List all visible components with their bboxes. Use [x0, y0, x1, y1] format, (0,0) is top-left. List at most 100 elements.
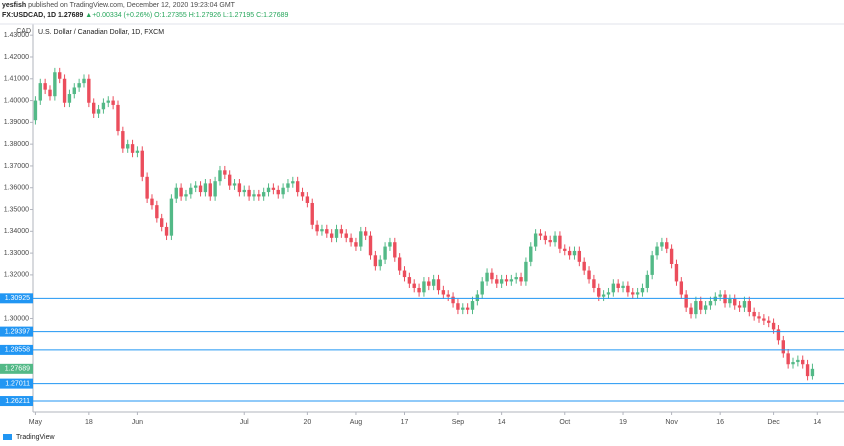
candle-body	[776, 329, 781, 341]
candle-body	[373, 255, 378, 267]
candle-body	[762, 318, 766, 321]
candle-body	[266, 187, 271, 193]
candle-body	[669, 248, 674, 264]
candle-body	[582, 261, 586, 271]
x-tick-label: Oct	[559, 419, 570, 426]
candle-body	[699, 301, 703, 310]
level-label: 1.28558	[5, 347, 30, 354]
candle-body	[563, 248, 567, 251]
candle-body	[587, 270, 591, 280]
candle-body	[130, 144, 135, 153]
candle-body	[689, 307, 693, 315]
candle-body	[184, 194, 188, 197]
candle-body	[519, 277, 523, 282]
candle-body	[261, 192, 266, 197]
x-tick-label: Jun	[132, 419, 143, 426]
candle-body	[703, 305, 708, 310]
last-price-label: 1.27689	[5, 366, 30, 373]
candle-body	[329, 233, 334, 238]
candle-body	[665, 242, 669, 249]
candle-body	[742, 301, 747, 308]
x-tick-label: Nov	[665, 419, 678, 426]
y-tick-label: 1.39000	[4, 119, 29, 126]
candle-body	[548, 240, 552, 243]
candle-body	[359, 231, 363, 247]
candle-body	[810, 368, 815, 377]
candle-body	[771, 322, 776, 330]
candle-body	[524, 261, 528, 282]
candle-body	[422, 281, 426, 293]
candle-body	[53, 72, 57, 97]
candle-body	[577, 250, 582, 262]
x-tick-label: 17	[401, 419, 409, 426]
level-label: 1.26211	[5, 398, 30, 405]
candle-body	[383, 246, 387, 260]
candle-body	[592, 279, 596, 288]
candle-body	[485, 272, 489, 282]
ohlc: O:1.27355 H:1.27926 L:1.27195 C:1.27689	[154, 12, 288, 19]
candle-body	[465, 307, 470, 310]
candle-body	[723, 294, 727, 304]
candle-body	[334, 229, 339, 238]
x-tick-label: 14	[813, 419, 821, 426]
y-tick-label: 1.32000	[4, 272, 29, 279]
candle-body	[786, 353, 790, 365]
candle-body	[713, 296, 718, 302]
candle-body	[635, 292, 640, 295]
candle-body	[310, 202, 314, 225]
candle-body	[174, 187, 178, 199]
x-tick-label: 18	[85, 419, 93, 426]
candle-body	[490, 272, 494, 280]
candle-body	[38, 83, 42, 101]
level-label: 1.29397	[5, 328, 30, 335]
y-tick-label: 1.35000	[4, 206, 29, 213]
candle-body	[101, 102, 106, 110]
y-tick-label: 1.41000	[4, 76, 29, 83]
candle-body	[271, 187, 276, 190]
candle-body	[43, 83, 47, 90]
candle-body	[470, 301, 475, 310]
candle-body	[72, 87, 76, 95]
candle-body	[499, 279, 504, 284]
candle-body	[461, 307, 465, 310]
published: published on TradingView.com, December 1…	[28, 2, 236, 9]
y-tick-label: 1.34000	[4, 228, 29, 235]
candle-body	[208, 183, 212, 197]
candle-body	[121, 131, 125, 149]
candle-body	[339, 229, 344, 234]
candle-body	[747, 301, 752, 312]
candle-body	[660, 242, 664, 247]
candle-body	[708, 301, 713, 306]
candle-body	[111, 100, 115, 105]
candle-body	[193, 185, 198, 188]
candle-body	[388, 242, 392, 247]
candle-body	[48, 89, 52, 97]
candle-body	[533, 233, 538, 247]
candle-body	[155, 205, 159, 219]
candle-body	[227, 174, 232, 186]
candle-body	[567, 250, 572, 256]
y-tick-label: 1.43000	[4, 32, 29, 39]
candle-body	[164, 226, 169, 236]
candle-body	[291, 181, 295, 184]
candle-body	[601, 294, 606, 297]
x-tick-label: 19	[619, 419, 627, 426]
x-tick-label: Sep	[452, 419, 465, 426]
candle-body	[179, 187, 183, 197]
candle-body	[543, 235, 548, 241]
candle-body	[611, 283, 616, 293]
candle-body	[87, 78, 91, 103]
candle-body	[276, 189, 280, 195]
candle-body	[300, 192, 305, 197]
candle-body	[252, 194, 256, 197]
y-unit: CAD	[16, 28, 31, 35]
symbol: FX:USDCAD, 1D	[2, 12, 56, 19]
candle-body	[728, 298, 732, 304]
candle-body	[441, 290, 446, 295]
candle-body	[349, 237, 353, 243]
x-tick-label: Aug	[350, 419, 363, 426]
level-label-box	[0, 396, 33, 407]
candle-body	[431, 279, 436, 286]
candle-body	[558, 235, 562, 249]
